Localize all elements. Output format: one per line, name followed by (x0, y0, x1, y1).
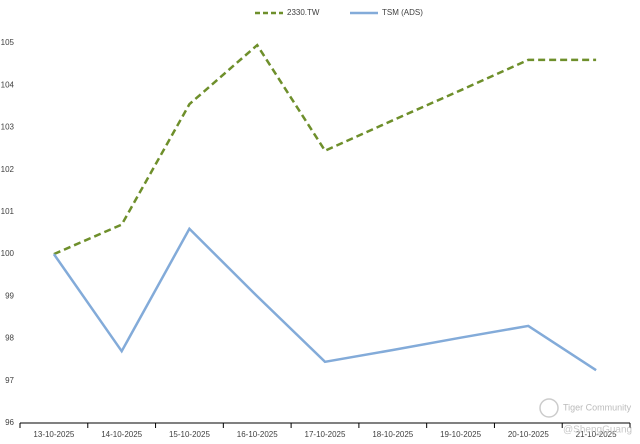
y-tick-label: 97 (5, 376, 14, 385)
y-tick-label: 103 (1, 123, 15, 132)
legend-label: TSM (ADS) (382, 8, 423, 17)
x-tick-label: 13-10-2025 (33, 430, 74, 439)
y-tick-label: 101 (1, 207, 15, 216)
watermark: Tiger Community (563, 402, 632, 412)
x-tick-label: 19-10-2025 (440, 430, 481, 439)
y-tick-label: 100 (1, 249, 15, 258)
x-tick-label: 16-10-2025 (237, 430, 278, 439)
x-tick-label: 20-10-2025 (508, 430, 549, 439)
y-tick-label: 105 (1, 38, 15, 47)
x-tick-label: 18-10-2025 (372, 430, 413, 439)
x-tick-label: 14-10-2025 (101, 430, 142, 439)
x-tick-label: 21-10-2025 (576, 430, 617, 439)
y-tick-label: 104 (1, 80, 15, 89)
y-tick-label: 102 (1, 165, 15, 174)
x-tick-label: 17-10-2025 (305, 430, 346, 439)
y-tick-label: 99 (5, 291, 14, 300)
legend-label: 2330.TW (287, 8, 320, 17)
series-line (53, 43, 597, 256)
y-tick-label: 96 (5, 418, 14, 427)
watermark: @ShengGuang (563, 425, 632, 436)
y-tick-label: 98 (5, 334, 14, 343)
x-tick-label: 15-10-2025 (169, 430, 210, 439)
series-line (52, 226, 597, 372)
watermark-logo (539, 398, 559, 418)
